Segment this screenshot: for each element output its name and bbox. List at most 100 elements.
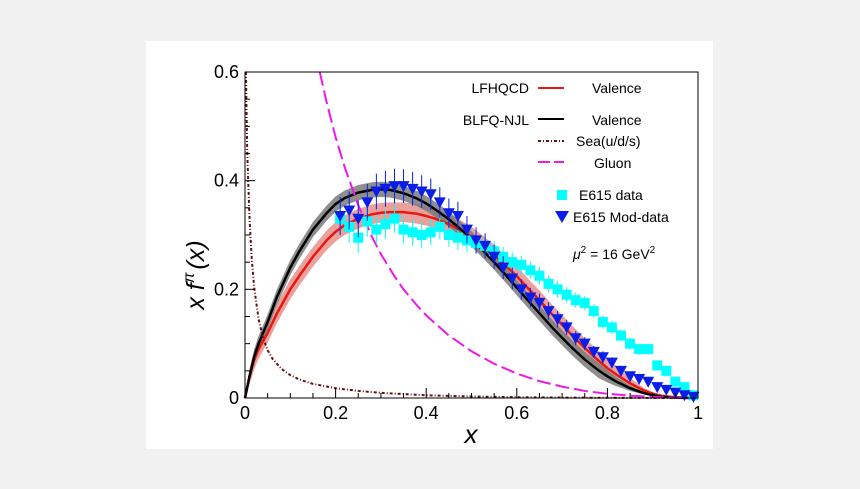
- e615-mod-point: [361, 197, 374, 209]
- e615-point: [452, 232, 463, 243]
- e615-mod-point: [678, 390, 691, 402]
- e615-mod-point: [596, 352, 609, 364]
- y-axis-title: x fπ (x): [181, 240, 210, 310]
- scale-annotation-exp2: 2: [650, 245, 656, 256]
- e615-mod-point: [551, 314, 564, 326]
- x-ticks: 0 0.2 0.4 0.6 0.8 1: [240, 388, 703, 423]
- x-tick-label: 0: [240, 403, 250, 423]
- e615-point: [443, 230, 454, 240]
- e615-point: [543, 278, 554, 289]
- y-tick-label: 0: [229, 388, 239, 408]
- e615-point: [661, 365, 672, 376]
- legend-label-sea: Sea(u/d/s): [576, 133, 641, 149]
- e615-point: [561, 289, 572, 300]
- legend-label-gluon: Gluon: [594, 155, 631, 171]
- e615-point: [371, 224, 382, 235]
- e615-mod-point: [587, 346, 600, 358]
- e615-point: [552, 284, 563, 295]
- e615-point: [634, 344, 645, 355]
- e615-point: [615, 330, 626, 341]
- e615-mod-point: [605, 357, 618, 369]
- e615-mod-point: [506, 273, 519, 285]
- e615-point: [525, 265, 536, 276]
- e615-mod-point: [560, 322, 573, 334]
- y-axis-title-main: x f: [182, 280, 210, 310]
- e615-point: [670, 376, 681, 387]
- e615-mod-point: [388, 181, 401, 193]
- e615-point: [398, 224, 409, 235]
- data-points: [334, 168, 700, 403]
- y-tick-label: 0.4: [214, 171, 239, 191]
- e615-mod-point: [578, 338, 591, 350]
- e615-point: [606, 322, 617, 333]
- e615-mod-point: [424, 189, 437, 201]
- e615-point: [597, 316, 608, 327]
- e615-mod-point: [451, 210, 464, 222]
- e615-point: [353, 232, 364, 243]
- e615-mod-point: [651, 382, 664, 394]
- e615-point: [516, 259, 527, 270]
- x-tick-label: 0.8: [595, 403, 620, 423]
- e615-mod-point: [533, 297, 546, 309]
- e615-point: [407, 227, 418, 238]
- e615-mod-point: [515, 284, 528, 296]
- e615-mod-point: [370, 186, 383, 198]
- e615-point: [625, 338, 636, 349]
- y-tick-label: 0.6: [214, 62, 239, 82]
- e615-mod-point: [334, 210, 347, 222]
- y-ticks: 0 0.2 0.4 0.6: [214, 62, 255, 408]
- y-tick-label: 0.2: [214, 279, 239, 299]
- sea-line: [244, 71, 699, 399]
- curves: [243, 71, 699, 400]
- e615-mod-point: [624, 371, 637, 383]
- legend-group-lfhqcd: LFHQCD: [471, 80, 529, 96]
- legend-group-blfq: BLFQ-NJL: [463, 112, 529, 128]
- pdf-chart: 0 0.2 0.4 0.6 0.8 1 0 0.2 0.4 0.6 x x fπ (x) LFHQ…: [181, 62, 703, 449]
- e615-point: [579, 297, 590, 308]
- legend-label-e615-mod: E615 Mod-data: [573, 209, 669, 225]
- e615-point: [534, 270, 545, 281]
- e615-point: [570, 295, 581, 306]
- e615-point: [416, 230, 427, 240]
- e615-mod-point: [470, 235, 483, 247]
- e615-mod-point: [614, 365, 627, 377]
- e615-point: [679, 382, 690, 393]
- e615-mod-point: [524, 292, 537, 304]
- e615-mod-point: [660, 384, 673, 396]
- e615-mod-point: [343, 205, 356, 217]
- e615-point: [652, 360, 663, 371]
- e615-point: [362, 216, 373, 227]
- e615-mod-point: [406, 183, 419, 195]
- e615-mod-point: [488, 251, 501, 263]
- e615-point: [434, 221, 445, 232]
- legend-label-lfhqcd-valence: Valence: [592, 80, 642, 96]
- x-tick-label: 1: [693, 403, 703, 423]
- e615-point: [389, 213, 400, 224]
- e615-mod-point: [352, 213, 365, 225]
- e615-mod-point: [569, 333, 582, 345]
- e615-mod-point: [433, 197, 446, 209]
- e615-point: [588, 306, 599, 317]
- e615-point: [380, 219, 391, 230]
- scale-annotation-mu: μ: [572, 246, 581, 262]
- e615-mod-point: [379, 183, 392, 195]
- scale-annotation-eq: = 16 GeV: [586, 246, 650, 262]
- scale-annotation: μ2 = 16 GeV2: [572, 245, 656, 262]
- legend: LFHQCD Valence BLFQ-NJL Valence Sea(u/d/…: [463, 80, 669, 262]
- chart-panel: 0 0.2 0.4 0.6 0.8 1 0 0.2 0.4 0.6 x x fπ (x) LFHQ…: [146, 41, 713, 449]
- e615-mod-point: [460, 224, 473, 236]
- e615-mod-point: [687, 391, 700, 403]
- e615-mod-point: [415, 186, 428, 198]
- legend-marker-e615-mod: [555, 211, 569, 223]
- gluon-line: [318, 71, 699, 399]
- e615-mod-point: [442, 208, 455, 220]
- e615-point: [507, 257, 518, 268]
- x-axis-title: x: [463, 419, 479, 449]
- blfq-valence-line: [243, 188, 699, 400]
- e615-mod-point: [497, 262, 510, 274]
- x-tick-label: 0.4: [414, 403, 439, 423]
- legend-label-e615: E615 data: [579, 187, 643, 203]
- e615-mod-point: [542, 306, 555, 318]
- y-axis-title-superscript: π: [181, 272, 198, 283]
- e615-point: [643, 344, 654, 355]
